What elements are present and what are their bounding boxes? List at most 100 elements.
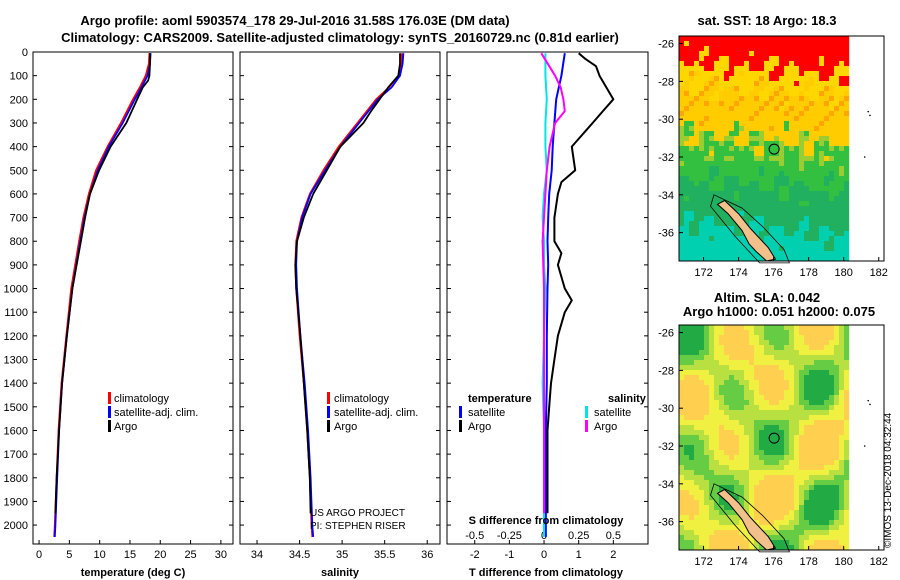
map-cell (704, 86, 710, 92)
map-cell (734, 480, 740, 486)
map-cell (839, 211, 845, 217)
map-cell (714, 236, 720, 242)
map-cell (739, 420, 745, 426)
map-cell (709, 440, 715, 446)
map-cell (719, 350, 725, 356)
map-cell (809, 325, 815, 331)
map-cell (734, 111, 740, 117)
map-cell (704, 445, 710, 451)
map-cell (844, 480, 850, 486)
map-cell (799, 330, 805, 336)
map-cell (819, 520, 825, 526)
map-cell (804, 221, 810, 227)
map-cell (804, 460, 810, 466)
map-cell (829, 520, 835, 526)
map-cell (764, 450, 770, 456)
map-cell (754, 211, 760, 217)
map-cell (789, 161, 795, 167)
map-cell (784, 430, 790, 436)
map-cell (769, 460, 775, 466)
map-cell (689, 345, 695, 351)
map-cell (774, 236, 780, 242)
map-cell (719, 66, 725, 72)
map-cell (749, 410, 755, 416)
map-cell (759, 206, 765, 212)
map-cell (714, 206, 720, 212)
map-cell (734, 206, 740, 212)
map-cell (689, 410, 695, 416)
map-cell (774, 226, 780, 232)
map-cell (764, 345, 770, 351)
map-cell (759, 480, 765, 486)
map-cell (734, 176, 740, 182)
map-cell (779, 156, 785, 162)
map-cell (694, 500, 700, 506)
map-cell (769, 405, 775, 411)
map-cell (809, 131, 815, 137)
map-cell (739, 36, 745, 42)
map-cell (784, 540, 790, 546)
map-cell (744, 475, 750, 481)
map-cell (809, 211, 815, 217)
map-cell (774, 201, 780, 207)
map-cell (694, 236, 700, 242)
map-cell (819, 425, 825, 431)
map-cell (729, 111, 735, 117)
map-cell (754, 380, 760, 386)
map-cell (704, 485, 710, 491)
map-cell (739, 335, 745, 341)
map-cell (739, 325, 745, 331)
map-cell (724, 415, 730, 421)
map-cell (799, 246, 805, 252)
map-cell (699, 410, 705, 416)
map-cell (834, 540, 840, 546)
map-cell (794, 61, 800, 67)
sst-map-title: sat. SST: 18 Argo: 18.3 (698, 13, 837, 28)
map-cell (749, 81, 755, 87)
map-cell (764, 415, 770, 421)
map-cell (774, 475, 780, 481)
map-cell (804, 91, 810, 97)
map-cell (764, 455, 770, 461)
map-cell (764, 335, 770, 341)
map-cell (839, 96, 845, 102)
map-cell (799, 226, 805, 232)
depth-tick-label: 1200 (4, 331, 28, 343)
map-cell (774, 325, 780, 331)
map-cell (799, 525, 805, 531)
map-cell (779, 405, 785, 411)
map-cell (719, 216, 725, 222)
map-cell (759, 221, 765, 227)
map-cell (794, 226, 800, 232)
map-cell (739, 465, 745, 471)
map-cell (789, 390, 795, 396)
map-cell (829, 36, 835, 42)
map-cell (739, 176, 745, 182)
map-cell (844, 475, 850, 481)
map-cell (794, 191, 800, 197)
map-cell (789, 231, 795, 237)
map-cell (759, 440, 765, 446)
map-cell (764, 510, 770, 516)
legend-swatch-climatology (108, 392, 111, 404)
map-cell (719, 71, 725, 77)
map-cell (749, 106, 755, 112)
map-cell (794, 206, 800, 212)
map-cell (824, 330, 830, 336)
map-cell (684, 485, 690, 491)
map-cell (784, 76, 790, 82)
map-cell (744, 166, 750, 172)
map-cell (694, 420, 700, 426)
map-cell (844, 455, 850, 461)
map-cell (739, 111, 745, 117)
map-cell (744, 470, 750, 476)
map-cell (814, 216, 820, 222)
map-cell (814, 131, 820, 137)
map-cell (694, 525, 700, 531)
map-cell (804, 370, 810, 376)
map-cell (789, 520, 795, 526)
map-cell (799, 505, 805, 511)
map-cell (754, 256, 760, 262)
map-cell (699, 480, 705, 486)
map-cell (754, 56, 760, 62)
